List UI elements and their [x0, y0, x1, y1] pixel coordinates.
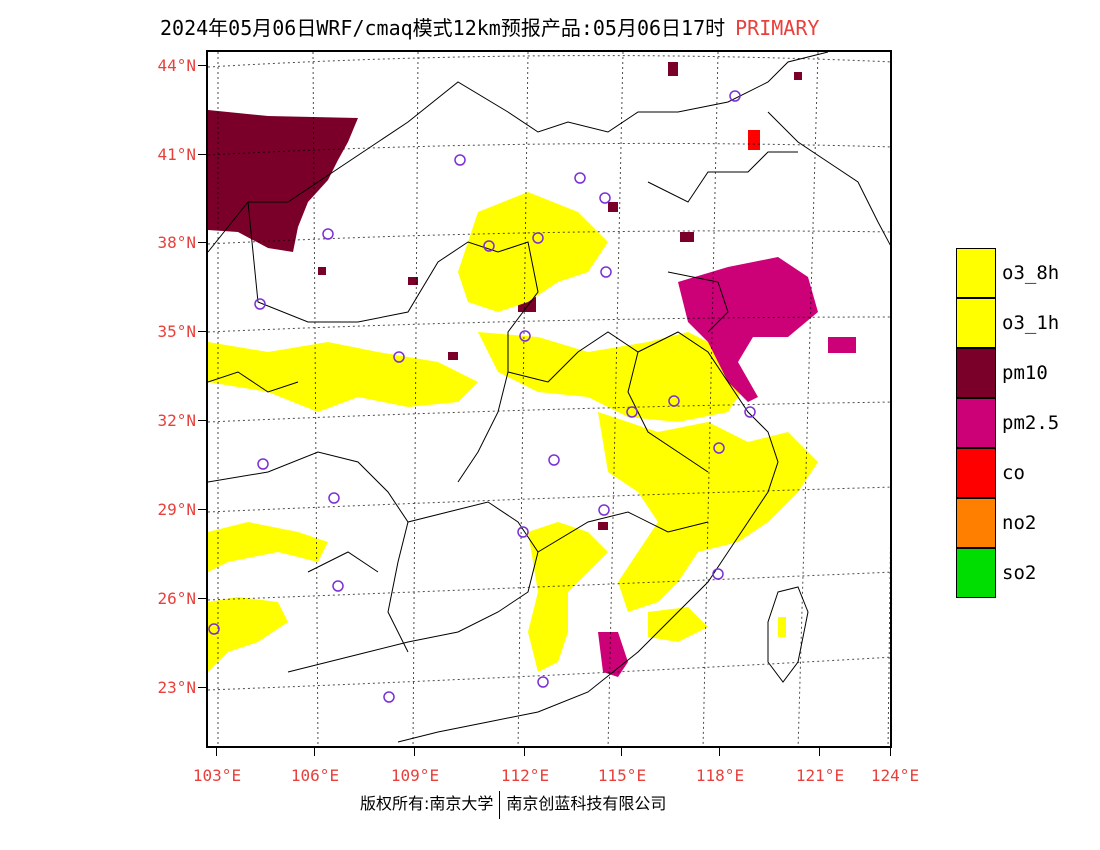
legend-label: so2	[1002, 562, 1037, 584]
lat-tick	[198, 687, 206, 688]
legend-swatch	[956, 298, 996, 348]
lat-tick	[198, 65, 206, 66]
legend-swatch	[956, 398, 996, 448]
lon-label-103e: 103°E	[192, 766, 242, 785]
lon-label-112e: 112°E	[500, 766, 550, 785]
legend-label: co	[1002, 462, 1025, 484]
lon-tick	[314, 748, 315, 756]
lat-label-26n: 26°N	[157, 589, 196, 608]
lon-tick	[621, 748, 622, 756]
lon-label-106e: 106°E	[290, 766, 340, 785]
co-field	[748, 130, 760, 150]
lat-tick	[198, 242, 206, 243]
ozone-field	[208, 192, 818, 672]
credit-divider	[499, 790, 501, 819]
lat-tick	[198, 154, 206, 155]
station-markers	[208, 90, 756, 703]
boundaries	[208, 52, 890, 743]
legend-swatch	[956, 248, 996, 298]
lon-label-115e: 115°E	[597, 766, 647, 785]
lat-label-29n: 29°N	[157, 500, 196, 519]
lat-tick	[198, 420, 206, 421]
legend-swatch	[956, 498, 996, 548]
lon-label-109e: 109°E	[390, 766, 440, 785]
lat-label-23n: 23°N	[157, 678, 196, 697]
lon-tick	[414, 748, 415, 756]
legend-swatch	[956, 548, 996, 598]
legend-label: o3_8h	[1002, 262, 1060, 284]
lat-label-32n: 32°N	[157, 411, 196, 430]
lon-label-118e: 118°E	[695, 766, 745, 785]
legend-label: o3_1h	[1002, 312, 1060, 334]
copyright-right: 南京创蓝科技有限公司	[506, 794, 667, 813]
legend-label: pm10	[1002, 362, 1048, 384]
copyright-left: 版权所有:南京大学	[360, 794, 494, 813]
graticule	[208, 52, 890, 746]
legend-label: pm2.5	[1002, 412, 1060, 434]
map-canvas	[208, 52, 890, 746]
copyright-credit: 版权所有:南京大学 南京创蓝科技有限公司	[360, 790, 666, 819]
map-title: 2024年05月06日WRF/cmaq模式12km预报产品:05月06日17时 P…	[160, 12, 819, 41]
lat-label-35n: 35°N	[157, 322, 196, 341]
lon-label-124e: 124°E	[870, 766, 920, 785]
lon-tick	[890, 748, 891, 756]
lat-label-44n: 44°N	[157, 56, 196, 75]
lon-tick	[216, 748, 217, 756]
pollutant-tag: PRIMARY	[735, 16, 820, 40]
lat-label-41n: 41°N	[157, 145, 196, 164]
lat-tick	[198, 509, 206, 510]
legend-label: no2	[1002, 512, 1037, 534]
lon-tick	[524, 748, 525, 756]
lat-tick	[198, 331, 206, 332]
lon-tick	[719, 748, 720, 756]
lon-tick	[819, 748, 820, 756]
lat-label-38n: 38°N	[157, 233, 196, 252]
forecast-map	[206, 50, 892, 748]
legend-swatch	[956, 448, 996, 498]
lon-label-121e: 121°E	[795, 766, 845, 785]
lat-tick	[198, 598, 206, 599]
legend-swatch	[956, 348, 996, 398]
map-title-text: 2024年05月06日WRF/cmaq模式12km预报产品:05月06日17时	[160, 16, 726, 40]
